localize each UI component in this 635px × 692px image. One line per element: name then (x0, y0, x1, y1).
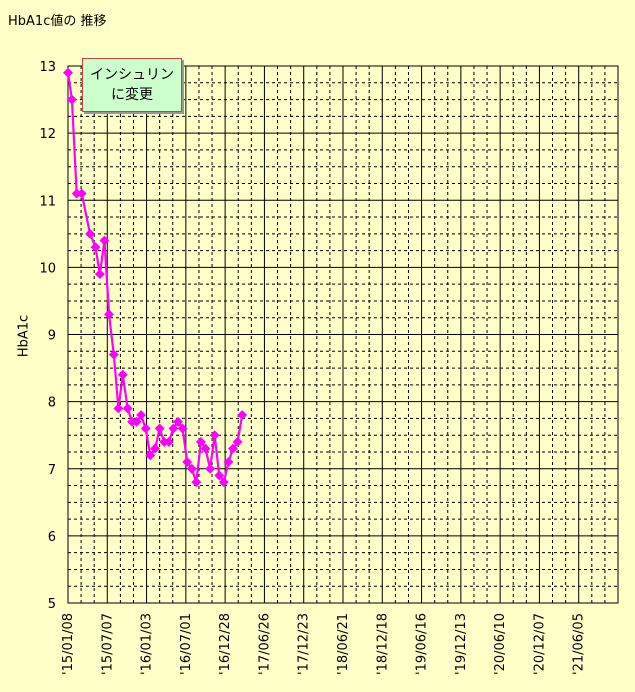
x-tick-label: '19/06/16 (415, 613, 430, 675)
x-tick-label: '18/06/21 (336, 613, 351, 675)
data-point (63, 67, 73, 78)
data-point (228, 443, 238, 454)
annotation-line-2: に変更 (111, 87, 153, 103)
data-point (173, 416, 183, 427)
y-tick-label: 12 (39, 127, 56, 142)
data-point (232, 436, 243, 447)
data-point (237, 410, 248, 420)
annotation-line-1: インシュリン (90, 67, 174, 83)
data-point (150, 443, 161, 454)
data-point (223, 457, 234, 467)
data-point (195, 436, 206, 447)
y-tick-label: 13 (39, 60, 56, 75)
x-tick-label: '18/12/18 (375, 613, 390, 675)
data-point (191, 477, 202, 488)
x-tick-label: '15/07/07 (100, 613, 115, 675)
y-tick-label: 9 (48, 329, 56, 344)
y-tick-label: 10 (39, 261, 56, 276)
y-tick-label: 5 (48, 597, 56, 612)
data-point (145, 450, 156, 461)
data-point (182, 457, 193, 467)
data-point (168, 423, 179, 434)
data-point (66, 94, 77, 105)
data-point (200, 443, 211, 454)
data-point (218, 477, 229, 488)
x-tick-label: '21/06/05 (572, 613, 587, 675)
chart-title: HbA1c値の 推移 (8, 14, 107, 29)
data-point (177, 423, 188, 434)
x-tick-label: '16/01/03 (140, 613, 155, 675)
data-point (140, 423, 151, 434)
data-point (136, 410, 147, 420)
data-point (214, 470, 225, 481)
data-point (90, 242, 101, 253)
data-point (131, 416, 142, 427)
x-tick-label: '20/06/10 (493, 613, 508, 675)
x-tick-label: '17/12/23 (297, 613, 312, 675)
annotation-box: インシュリン に変更 (82, 58, 182, 112)
data-point (209, 430, 220, 441)
y-tick-label: 6 (48, 530, 56, 545)
data-point (205, 463, 216, 474)
data-point (99, 235, 110, 246)
data-point (76, 188, 87, 199)
x-tick-label: '19/12/13 (454, 613, 469, 675)
x-tick-label: '16/07/01 (179, 613, 194, 675)
data-point (94, 269, 105, 280)
data-point (71, 188, 82, 199)
y-tick-label: 8 (48, 396, 56, 411)
data-point (113, 403, 124, 414)
x-tick-label: '16/12/28 (218, 613, 233, 675)
data-point (186, 463, 197, 474)
y-tick-label: 11 (39, 194, 56, 209)
data-point (117, 369, 128, 380)
x-tick-label: '17/06/26 (257, 613, 272, 675)
x-tick-label: '15/01/08 (61, 613, 76, 675)
plot-border (67, 65, 619, 604)
y-tick-label: 7 (48, 463, 56, 478)
data-point (122, 403, 133, 414)
data-point (85, 228, 95, 239)
data-point (163, 436, 174, 447)
data-point (154, 423, 165, 434)
x-tick-label: '20/12/07 (532, 613, 547, 675)
series-line (66, 72, 244, 485)
